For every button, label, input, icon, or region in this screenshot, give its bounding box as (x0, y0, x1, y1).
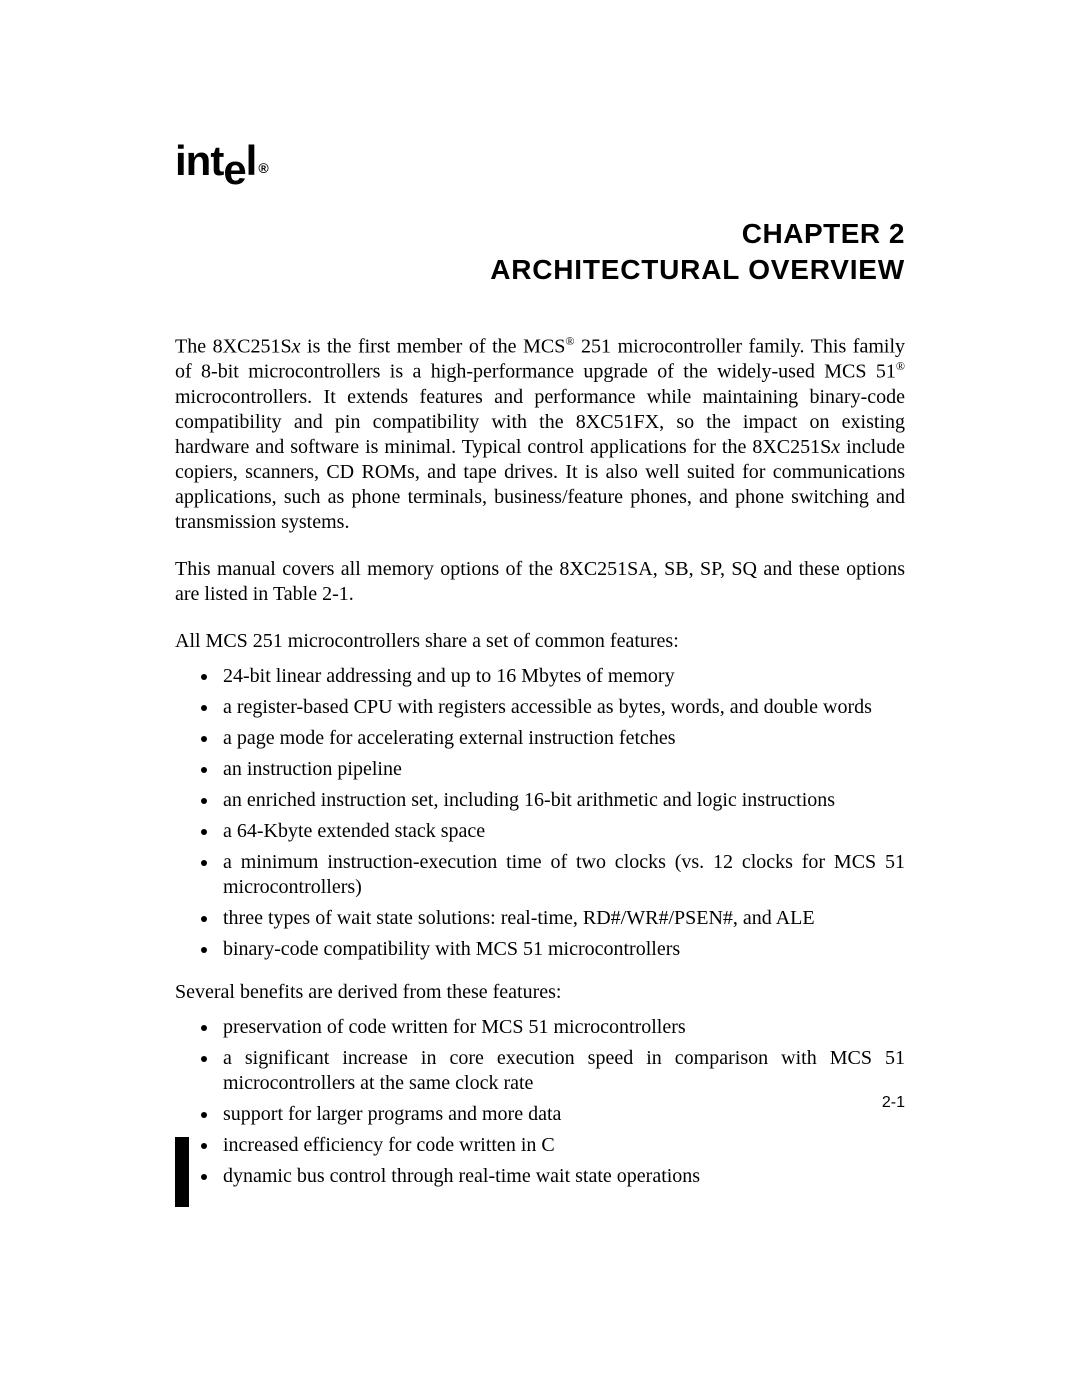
intro-paragraph-2: This manual covers all memory options of… (175, 557, 905, 607)
list-item: binary-code compatibility with MCS 51 mi… (219, 937, 905, 962)
list-item: support for larger programs and more dat… (219, 1102, 905, 1127)
logo-dropped-e: e (223, 146, 245, 193)
features-list: 24-bit linear addressing and up to 16 Mb… (175, 664, 905, 962)
chapter-title: ARCHITECTURAL OVERVIEW (175, 252, 905, 288)
list-item: three types of wait state solutions: rea… (219, 906, 905, 931)
list-item: a register-based CPU with registers acce… (219, 695, 905, 720)
chapter-number: CHAPTER 2 (175, 216, 905, 252)
list-item: increased efficiency for code written in… (219, 1133, 905, 1158)
logo-suffix: l (246, 137, 257, 184)
text-italic: x (831, 436, 840, 458)
benefits-list: preservation of code written for MCS 51 … (175, 1015, 905, 1189)
intel-logo: intel® (175, 140, 905, 182)
list-item: a 64-Kbyte extended stack space (219, 819, 905, 844)
text-run: is the first member of the MCS (300, 335, 565, 357)
text-run: The 8XC251S (175, 335, 292, 357)
list-item: a significant increase in core execution… (219, 1046, 905, 1096)
list-item: 24-bit linear addressing and up to 16 Mb… (219, 664, 905, 689)
intro-paragraph-1: The 8XC251S x is the first member of the … (175, 334, 905, 535)
registered-mark-icon: ® (258, 160, 267, 176)
chapter-heading: CHAPTER 2 ARCHITECTURAL OVERVIEW (175, 216, 905, 288)
list-item: a page mode for accelerating external in… (219, 726, 905, 751)
list-item: dynamic bus control through real-time wa… (219, 1164, 905, 1189)
benefits-lead: Several benefits are derived from these … (175, 980, 905, 1005)
document-page: intel® CHAPTER 2 ARCHITECTURAL OVERVIEW … (0, 0, 1080, 1397)
list-item: a minimum instruction-execution time of … (219, 850, 905, 900)
list-item: an instruction pipeline (219, 757, 905, 782)
page-number: 2-1 (882, 1094, 905, 1112)
registered-mark-icon: ® (896, 359, 905, 373)
text-run: microcontrollers. It extends features an… (175, 386, 905, 458)
logo-prefix: int (175, 137, 223, 184)
section-tab-mark (175, 1137, 189, 1207)
list-item: an enriched instruction set, including 1… (219, 788, 905, 813)
features-lead: All MCS 251 microcontrollers share a set… (175, 629, 905, 654)
list-item: preservation of code written for MCS 51 … (219, 1015, 905, 1040)
